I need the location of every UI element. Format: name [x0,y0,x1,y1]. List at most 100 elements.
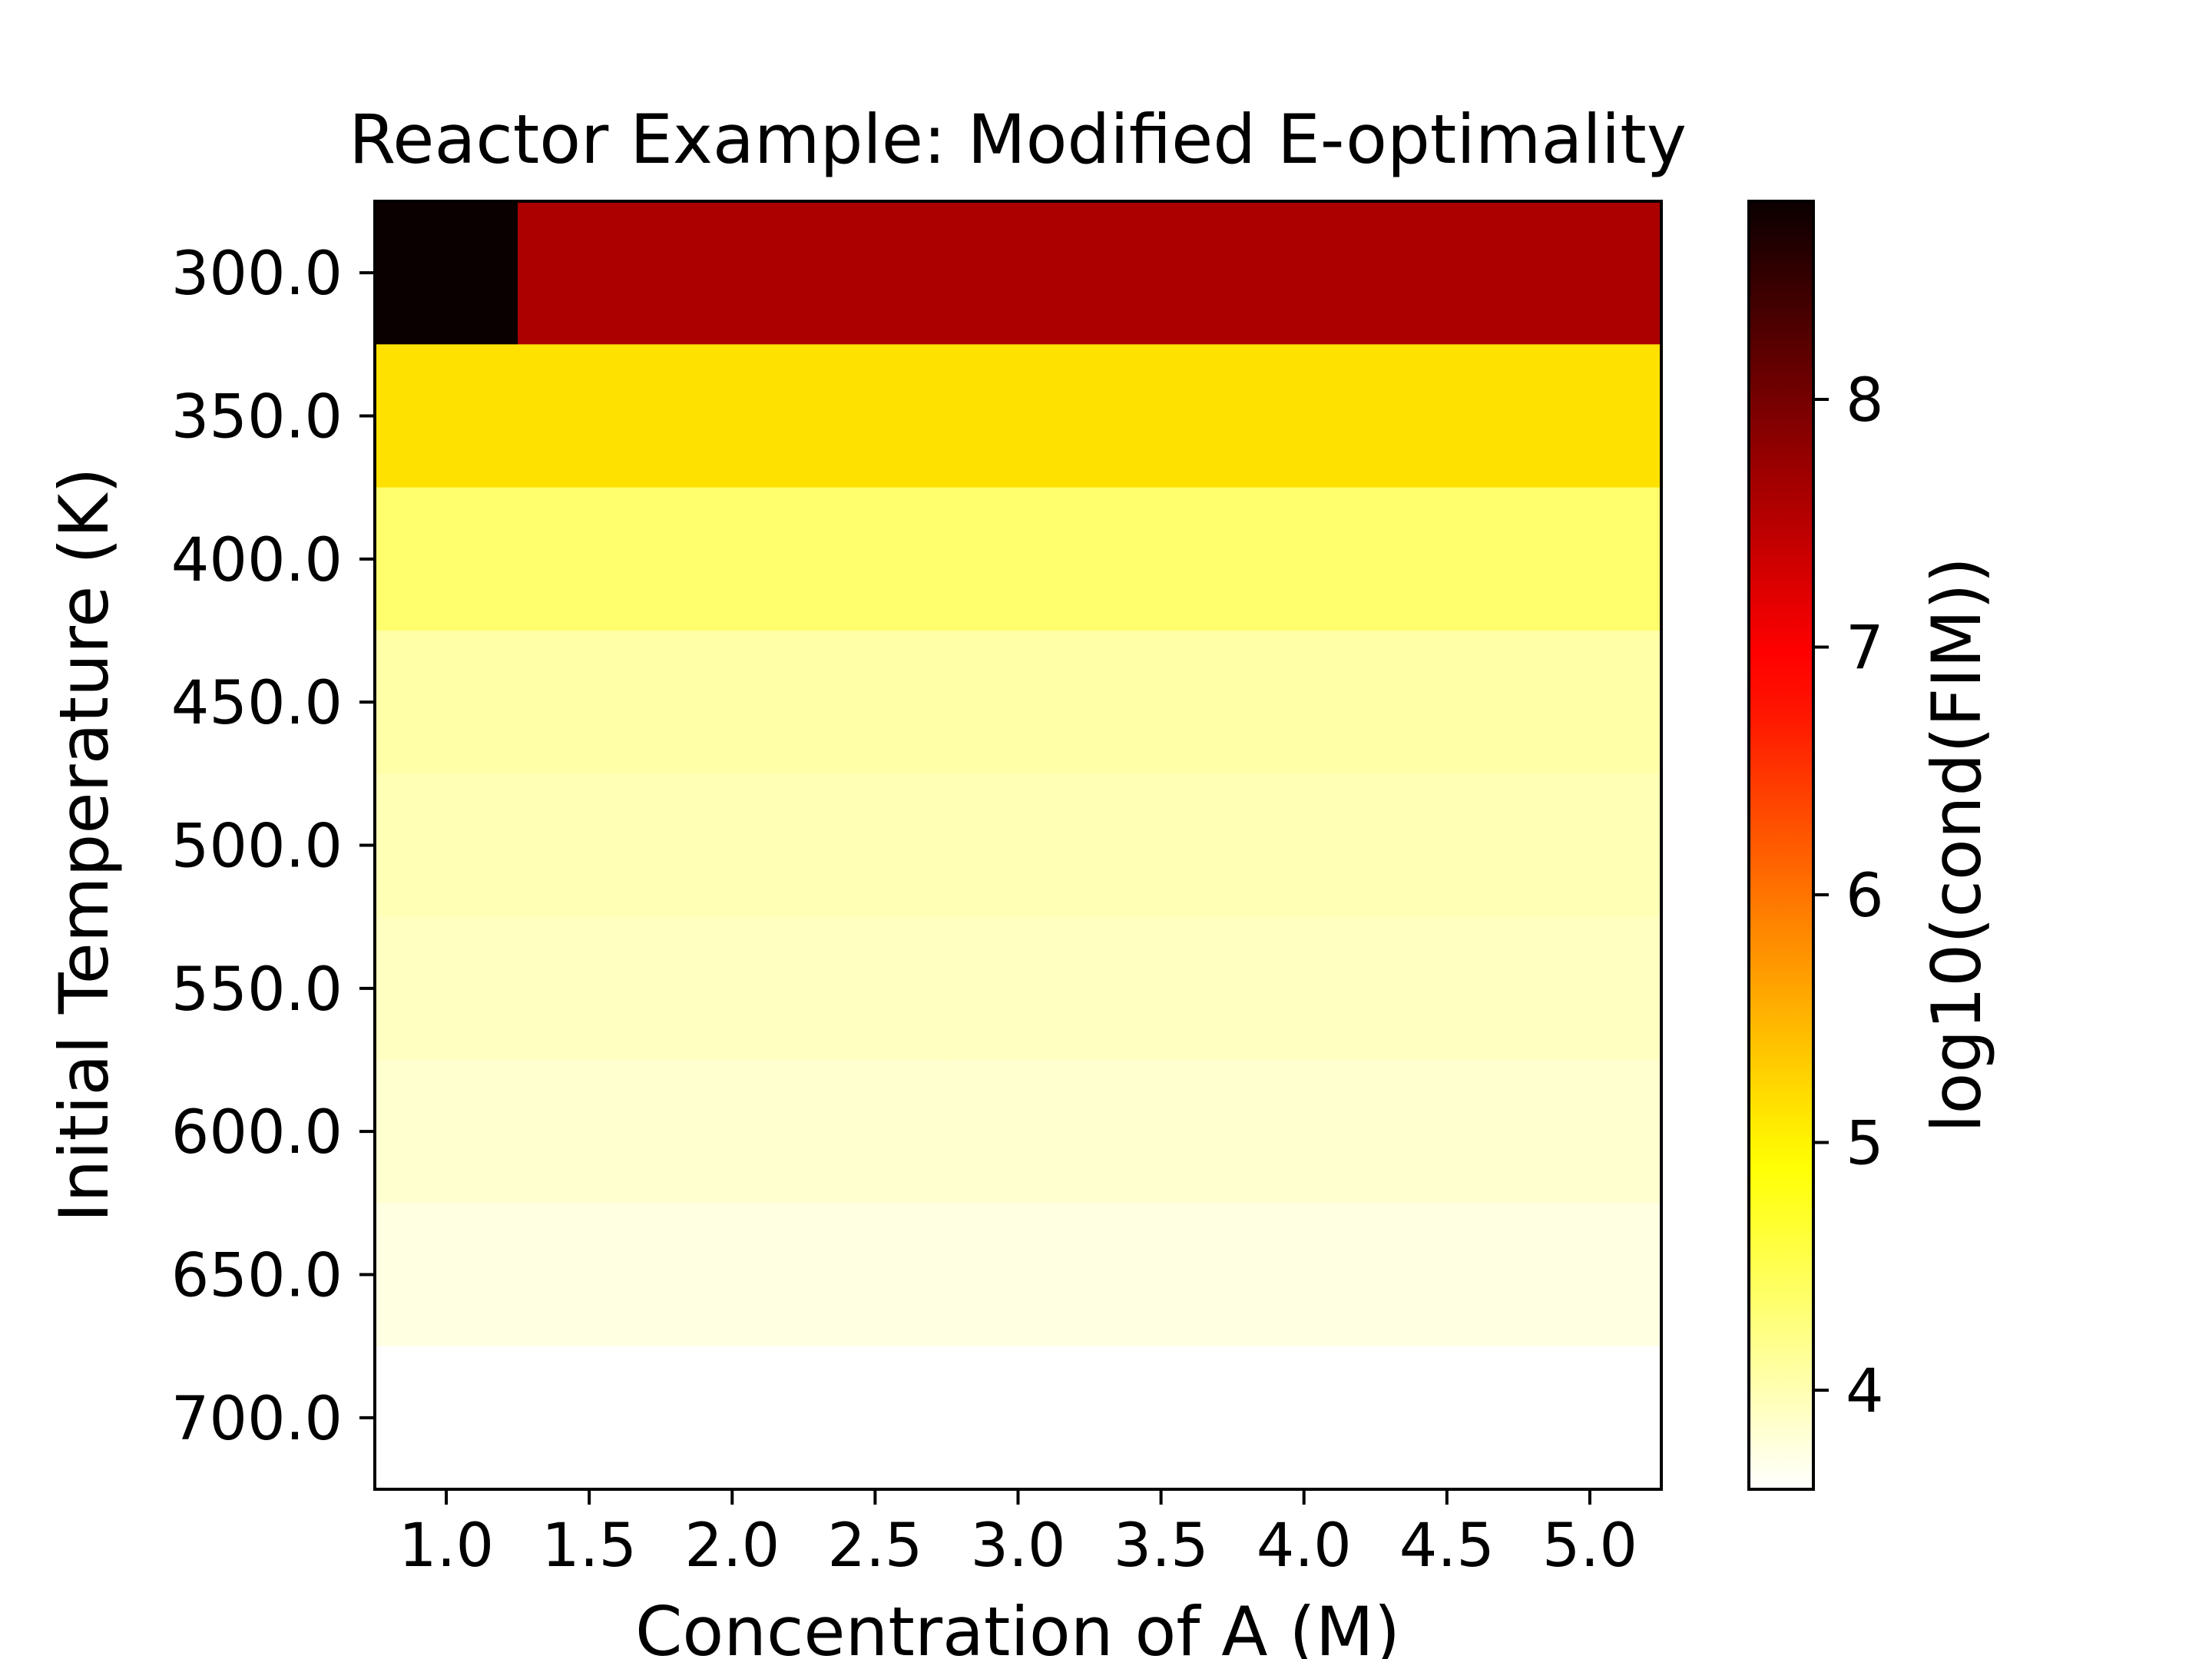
y-axis-ticks: 300.0 350.0 400.0 450.0 500.0 550.0 600.0 650.0… [171,240,375,1454]
heatmap-cell [661,1060,805,1204]
y-tick-label: 550.0 [171,955,343,1025]
heatmap-cell [1089,1203,1233,1347]
heatmap-cell [1232,487,1376,631]
x-tick-label: 2.5 [827,1512,922,1581]
heatmap-cell [1089,344,1233,488]
heatmap-cell [1375,1203,1519,1347]
heatmap-cell [518,201,662,346]
heatmap-cell [1518,1203,1662,1347]
x-axis-ticks: 1.0 1.5 2.0 2.5 3.0 3.5 4.0 4.5 5.0 [399,1489,1637,1581]
colorbar-label: log10(cond(FIM)) [1917,557,1996,1133]
heatmap-cell [1518,916,1662,1061]
heatmap-cell [1232,916,1376,1061]
heatmap-cell [661,201,805,346]
heatmap-cell [803,916,948,1061]
heatmap-cell [1375,631,1519,775]
heatmap-cell [375,631,518,775]
heatmap-cell [375,344,518,488]
heatmap-cell [803,487,948,631]
chart-title: Reactor Example: Modified E-optimality [349,100,1687,179]
heatmap-cell [1089,773,1233,918]
heatmap-cell [1089,201,1233,346]
heatmap-cell [1375,201,1519,346]
heatmap-cell [1232,631,1376,775]
heatmap-cell [1089,916,1233,1061]
heatmap-cell [1375,1060,1519,1204]
colorbar [1747,200,1815,1491]
heatmap-cell [1375,344,1519,488]
heatmap-cell [375,773,518,918]
heatmap-cell [375,1203,518,1347]
heatmap-cell [375,1346,518,1490]
x-tick-label: 4.0 [1257,1512,1352,1581]
y-tick-label: 700.0 [171,1385,343,1454]
heatmap-cell [946,344,1091,488]
x-tick-label: 2.0 [684,1512,780,1581]
heatmap-cell [1518,1346,1662,1490]
y-tick-label: 300.0 [171,240,343,309]
heatmap-cell [518,916,662,1061]
heatmap-cell [375,916,518,1061]
heatmap-cell [1089,1346,1233,1490]
heatmap-cell [1232,1060,1376,1204]
heatmap-cell [946,631,1091,775]
heatmap-cell [1518,344,1662,488]
heatmap-cell [946,1203,1091,1347]
heatmap-cell [803,1346,948,1490]
colorbar-tick-label: 6 [1846,862,1884,931]
heatmap-cell [1089,631,1233,775]
y-tick-label: 500.0 [171,813,343,882]
x-tick-label: 3.5 [1114,1512,1209,1581]
y-axis-label: Initial Temperature (K) [45,467,124,1222]
heatmap-cell [1375,916,1519,1061]
heatmap-cell [661,487,805,631]
heatmap-cell [946,773,1091,918]
x-axis-label: Concentration of A (M) [635,1592,1400,1659]
heatmap-cell [803,201,948,346]
x-tick-label: 4.5 [1399,1512,1495,1581]
heatmap-cell [946,1346,1091,1490]
heatmap-cell [1375,1346,1519,1490]
heatmap-cell [518,773,662,918]
x-tick-label: 1.5 [541,1512,637,1581]
y-tick-label: 400.0 [171,526,343,595]
heatmap-cell [375,201,518,346]
heatmap-cell [518,1346,662,1490]
heatmap-cell [518,487,662,631]
heatmap-cell [946,916,1091,1061]
heatmap-cell [1375,487,1519,631]
heatmap-cell [661,631,805,775]
heatmap-cell [803,631,948,775]
heatmap-cell [1232,773,1376,918]
heatmap-cell [518,1060,662,1204]
colorbar-tick-label: 7 [1846,614,1884,684]
colorbar-tick-label: 5 [1846,1110,1884,1179]
heatmap-cell [803,1203,948,1347]
y-tick-label: 600.0 [171,1098,343,1167]
heatmap-cell [1232,1346,1376,1490]
y-tick-label: 650.0 [171,1242,343,1311]
x-tick-label: 5.0 [1542,1512,1637,1581]
heatmap-cell [1518,773,1662,918]
heatmap-cell [1518,201,1662,346]
heatmap-cell [375,1060,518,1204]
heatmap-cell [661,344,805,488]
heatmap-cell [946,201,1091,346]
colorbar-ticks: 4 5 6 7 8 [1813,366,1884,1426]
heatmap-cell [661,1346,805,1490]
heatmap-cell [1089,487,1233,631]
heatmap-cell [1518,631,1662,775]
heatmap-cell [803,1060,948,1204]
y-tick-label: 450.0 [171,669,343,738]
heatmap-cell [518,344,662,488]
heatmap-cell [1089,1060,1233,1204]
heatmap-cell [375,487,518,631]
heatmap-cell [518,631,662,775]
heatmap-cell [1232,201,1376,346]
colorbar-tick-label: 4 [1846,1357,1884,1426]
heatmap-cell [661,916,805,1061]
colorbar-tick-label: 8 [1846,366,1884,435]
x-tick-label: 3.0 [970,1512,1065,1581]
x-tick-label: 1.0 [399,1512,494,1581]
